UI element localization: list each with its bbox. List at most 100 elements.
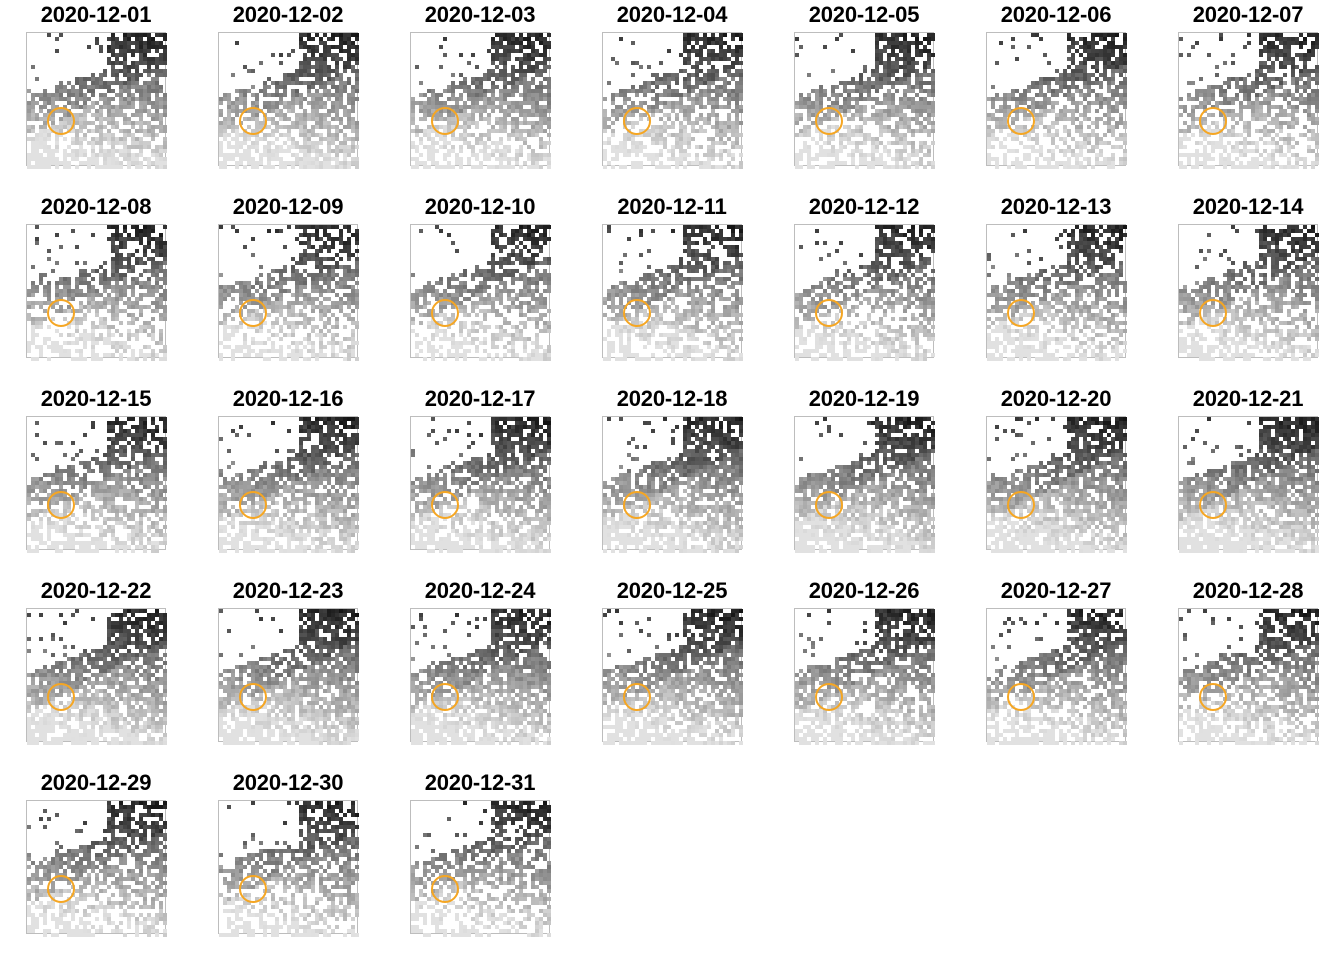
map-image <box>27 801 167 937</box>
panel-date-title: 2020-12-21 <box>1152 385 1344 413</box>
map-panel: 2020-12-31 <box>384 768 576 960</box>
panel-date-title: 2020-12-22 <box>0 577 192 605</box>
map-panel: 2020-12-09 <box>192 192 384 384</box>
map-image <box>411 225 551 361</box>
map-image <box>219 33 359 169</box>
highlight-circle <box>1199 107 1227 135</box>
map-panel: 2020-12-18 <box>576 384 768 576</box>
satellite-map <box>26 608 167 745</box>
map-image <box>603 609 743 745</box>
map-image <box>795 417 935 553</box>
panel-date-title: 2020-12-07 <box>1152 1 1344 29</box>
highlight-circle <box>623 491 651 519</box>
map-image <box>1179 225 1319 361</box>
map-panel: 2020-12-30 <box>192 768 384 960</box>
panel-date-title: 2020-12-05 <box>768 1 960 29</box>
highlight-circle <box>623 683 651 711</box>
map-panel: 2020-12-21 <box>1152 384 1344 576</box>
map-panel: 2020-12-22 <box>0 576 192 768</box>
satellite-map <box>410 224 551 361</box>
map-image <box>27 33 167 169</box>
highlight-circle <box>431 875 459 903</box>
map-image <box>603 225 743 361</box>
satellite-map <box>26 32 167 169</box>
highlight-circle <box>1199 299 1227 327</box>
map-image <box>1179 417 1319 553</box>
map-panel: 2020-12-26 <box>768 576 960 768</box>
map-image <box>1179 33 1319 169</box>
map-image <box>603 417 743 553</box>
map-panel: 2020-12-05 <box>768 0 960 192</box>
map-image <box>987 225 1127 361</box>
map-panel: 2020-12-20 <box>960 384 1152 576</box>
panel-date-title: 2020-12-10 <box>384 193 576 221</box>
highlight-circle <box>239 683 267 711</box>
map-panel: 2020-12-23 <box>192 576 384 768</box>
satellite-map <box>218 224 359 361</box>
map-panel: 2020-12-14 <box>1152 192 1344 384</box>
highlight-circle <box>1199 491 1227 519</box>
map-image <box>795 609 935 745</box>
panel-date-title: 2020-12-25 <box>576 577 768 605</box>
highlight-circle <box>623 107 651 135</box>
highlight-circle <box>1007 107 1035 135</box>
panel-date-title: 2020-12-09 <box>192 193 384 221</box>
map-panel: 2020-12-07 <box>1152 0 1344 192</box>
satellite-map <box>218 416 359 553</box>
highlight-circle <box>815 299 843 327</box>
panel-date-title: 2020-12-15 <box>0 385 192 413</box>
highlight-circle <box>815 683 843 711</box>
map-panel: 2020-12-02 <box>192 0 384 192</box>
highlight-circle <box>1199 683 1227 711</box>
highlight-circle <box>47 875 75 903</box>
panel-date-title: 2020-12-19 <box>768 385 960 413</box>
highlight-circle <box>47 491 75 519</box>
panel-date-title: 2020-12-18 <box>576 385 768 413</box>
map-panel: 2020-12-01 <box>0 0 192 192</box>
panel-date-title: 2020-12-01 <box>0 1 192 29</box>
satellite-map <box>986 608 1127 745</box>
satellite-map <box>26 800 167 937</box>
highlight-circle <box>1007 299 1035 327</box>
satellite-map <box>410 800 551 937</box>
map-panel: 2020-12-19 <box>768 384 960 576</box>
panel-date-title: 2020-12-17 <box>384 385 576 413</box>
satellite-map <box>26 224 167 361</box>
satellite-map <box>1178 416 1319 553</box>
map-panel: 2020-12-27 <box>960 576 1152 768</box>
panel-date-title: 2020-12-26 <box>768 577 960 605</box>
panel-date-title: 2020-12-28 <box>1152 577 1344 605</box>
map-panel: 2020-12-15 <box>0 384 192 576</box>
panel-date-title: 2020-12-04 <box>576 1 768 29</box>
panel-date-title: 2020-12-16 <box>192 385 384 413</box>
satellite-map <box>602 224 743 361</box>
map-panel: 2020-12-08 <box>0 192 192 384</box>
map-panel: 2020-12-29 <box>0 768 192 960</box>
satellite-map <box>986 416 1127 553</box>
highlight-circle <box>431 491 459 519</box>
highlight-circle <box>239 299 267 327</box>
satellite-map <box>1178 224 1319 361</box>
map-image <box>411 801 551 937</box>
panel-date-title: 2020-12-03 <box>384 1 576 29</box>
highlight-circle <box>1007 491 1035 519</box>
map-image <box>219 801 359 937</box>
map-panel: 2020-12-28 <box>1152 576 1344 768</box>
satellite-map <box>1178 32 1319 169</box>
map-panel: 2020-12-10 <box>384 192 576 384</box>
satellite-map <box>794 224 935 361</box>
map-panel: 2020-12-24 <box>384 576 576 768</box>
map-panel: 2020-12-16 <box>192 384 384 576</box>
satellite-map <box>218 800 359 937</box>
satellite-map <box>794 32 935 169</box>
map-image <box>411 417 551 553</box>
satellite-map <box>794 416 935 553</box>
map-panel: 2020-12-12 <box>768 192 960 384</box>
panel-date-title: 2020-12-20 <box>960 385 1152 413</box>
satellite-map <box>26 416 167 553</box>
satellite-map <box>602 608 743 745</box>
map-panel: 2020-12-03 <box>384 0 576 192</box>
panel-date-title: 2020-12-30 <box>192 769 384 797</box>
map-image <box>27 417 167 553</box>
panel-date-title: 2020-12-23 <box>192 577 384 605</box>
